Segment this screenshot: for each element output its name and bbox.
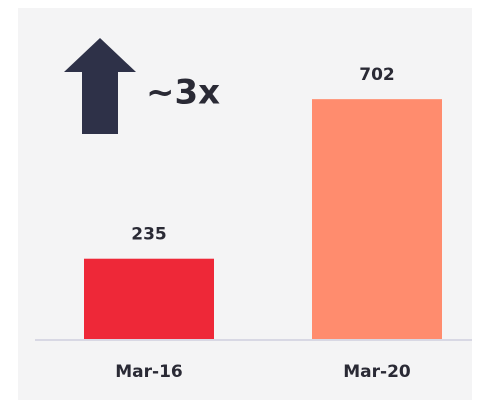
bar xyxy=(312,99,442,340)
x-tick-label: Mar-16 xyxy=(115,362,183,382)
up-arrow xyxy=(64,38,136,134)
value-label: 235 xyxy=(131,225,167,245)
value-label: 702 xyxy=(359,65,395,85)
x-tick-label: Mar-20 xyxy=(343,362,411,382)
annotation: ~3x xyxy=(146,73,220,113)
bar xyxy=(84,258,214,339)
